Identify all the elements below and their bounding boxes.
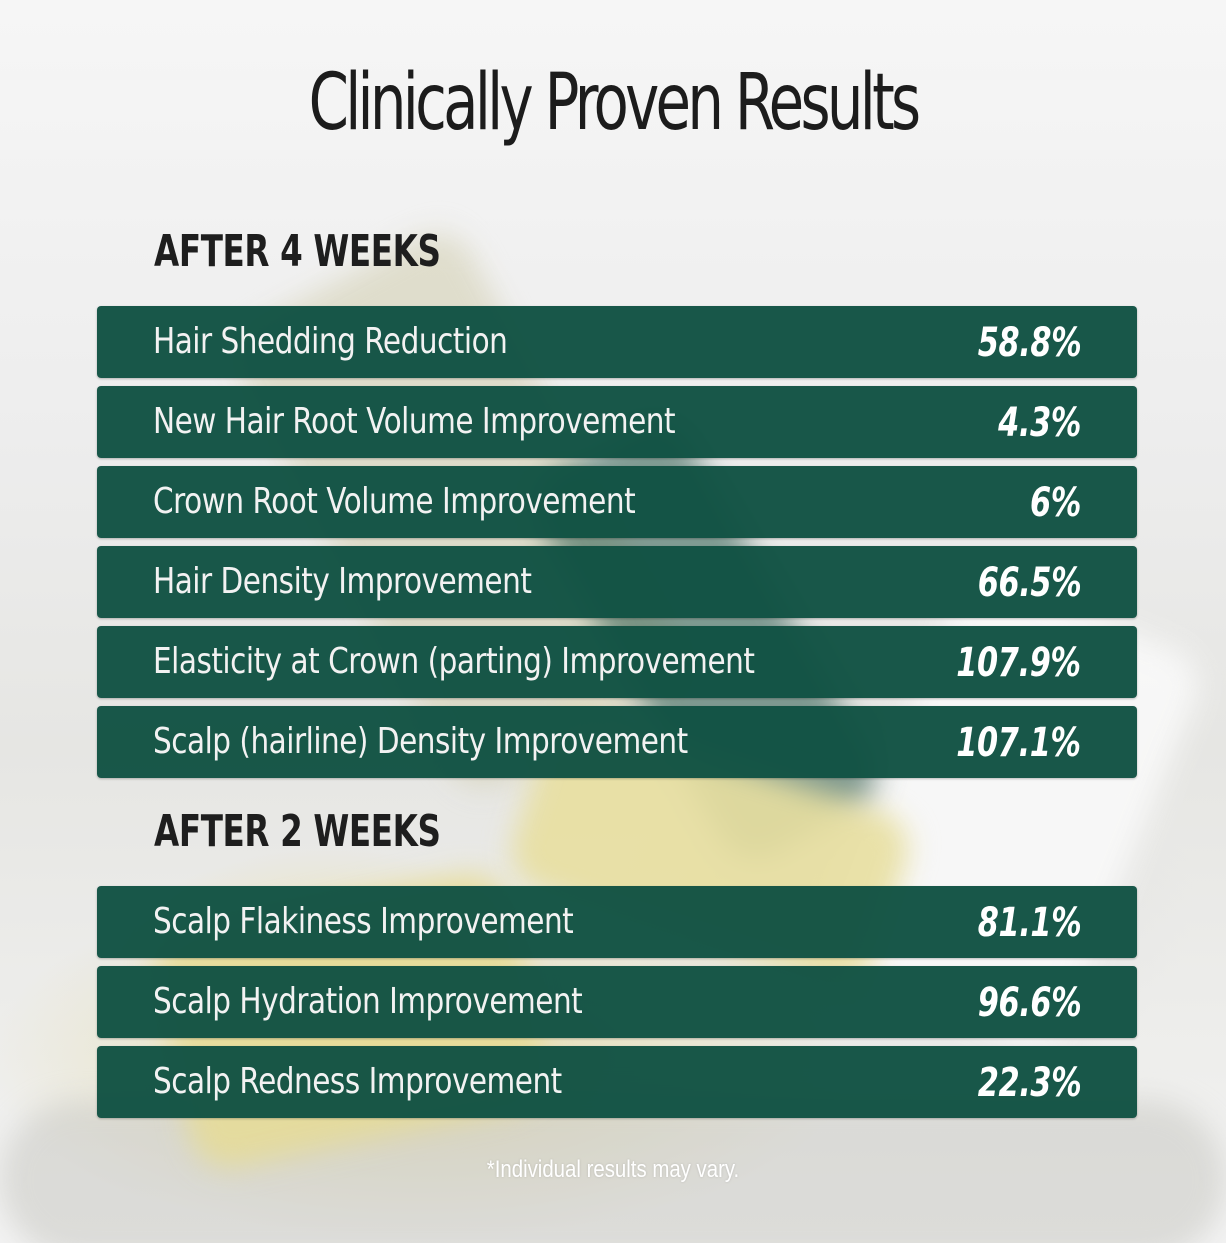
result-row: Scalp (hairline) Density Improvement 107…: [97, 706, 1137, 778]
result-label: Hair Shedding Reduction: [153, 321, 508, 362]
result-label: Crown Root Volume Improvement: [153, 481, 636, 522]
results-list-2-weeks: Scalp Flakiness Improvement 81.1% Scalp …: [97, 886, 1137, 1126]
result-value: 4.3%: [998, 400, 1081, 446]
result-value: 66.5%: [977, 560, 1081, 606]
result-row: Scalp Redness Improvement 22.3%: [97, 1046, 1137, 1118]
result-label: Scalp Hydration Improvement: [153, 981, 583, 1022]
result-row: New Hair Root Volume Improvement 4.3%: [97, 386, 1137, 458]
result-label: New Hair Root Volume Improvement: [153, 401, 676, 442]
result-value: 107.9%: [956, 640, 1082, 686]
result-row: Hair Density Improvement 66.5%: [97, 546, 1137, 618]
page-title: Clinically Proven Results: [308, 58, 921, 148]
result-label: Hair Density Improvement: [153, 561, 532, 602]
section-heading-4-weeks: AFTER 4 WEEKS: [154, 226, 441, 277]
result-row: Scalp Hydration Improvement 96.6%: [97, 966, 1137, 1038]
result-row: Crown Root Volume Improvement 6%: [97, 466, 1137, 538]
result-label: Scalp Redness Improvement: [153, 1061, 562, 1102]
result-value: 96.6%: [977, 980, 1081, 1026]
result-label: Elasticity at Crown (parting) Improvemen…: [153, 641, 755, 682]
result-row: Hair Shedding Reduction 58.8%: [97, 306, 1137, 378]
result-value: 22.3%: [977, 1060, 1081, 1106]
result-value: 107.1%: [956, 720, 1082, 766]
results-list-4-weeks: Hair Shedding Reduction 58.8% New Hair R…: [97, 306, 1137, 786]
section-heading-2-weeks: AFTER 2 WEEKS: [154, 806, 441, 857]
result-label: Scalp Flakiness Improvement: [153, 901, 574, 942]
result-value: 81.1%: [977, 900, 1081, 946]
result-value: 6%: [1030, 480, 1081, 526]
result-row: Elasticity at Crown (parting) Improvemen…: [97, 626, 1137, 698]
result-row: Scalp Flakiness Improvement 81.1%: [97, 886, 1137, 958]
result-value: 58.8%: [977, 320, 1081, 366]
disclaimer-note: *Individual results may vary.: [486, 1156, 740, 1183]
result-label: Scalp (hairline) Density Improvement: [153, 721, 688, 762]
